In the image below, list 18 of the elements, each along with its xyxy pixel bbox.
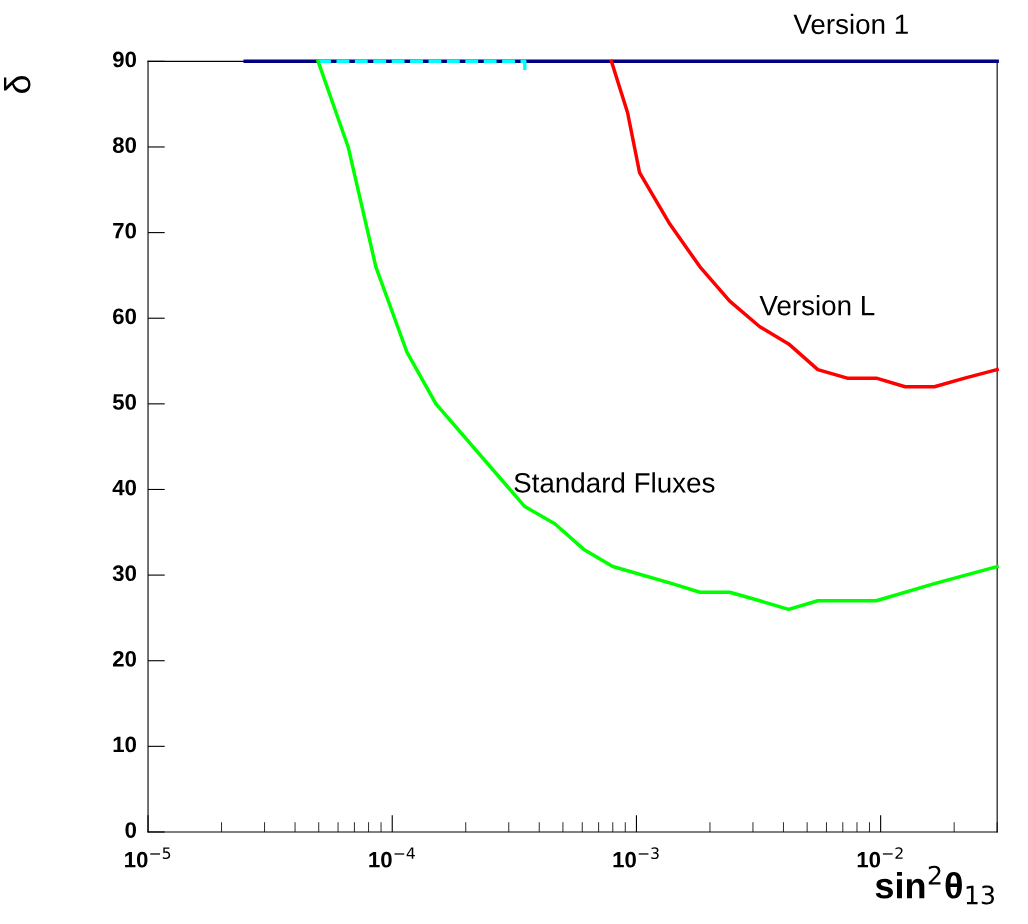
series-label: Standard Fluxes bbox=[514, 472, 715, 493]
y-tick-label: 60 bbox=[113, 308, 137, 325]
y-tick-label: 30 bbox=[112, 565, 137, 582]
y-tick-label: 0 bbox=[125, 822, 137, 838]
series-label: Version L bbox=[759, 295, 875, 316]
y-tick-label: 90 bbox=[112, 51, 137, 68]
x-tick-label: 10$^{−4}$ bbox=[369, 847, 415, 868]
y-axis-title: δ bbox=[3, 75, 31, 94]
y-tick-label: 80 bbox=[112, 137, 137, 153]
x-tick-label: 10$^{−5}$ bbox=[125, 847, 171, 868]
series-label: Version 1 bbox=[793, 13, 908, 35]
y-tick-label: 10 bbox=[113, 736, 137, 753]
x-tick-label: 10$^{−2}$ bbox=[857, 847, 903, 868]
y-tick-label: 70 bbox=[113, 222, 137, 239]
y-tick-label: 20 bbox=[112, 650, 137, 667]
x-tick-label: 10$^{−3}$ bbox=[613, 847, 659, 868]
y-tick-label: 50 bbox=[112, 394, 137, 410]
y-tick-label: 40 bbox=[112, 479, 137, 496]
